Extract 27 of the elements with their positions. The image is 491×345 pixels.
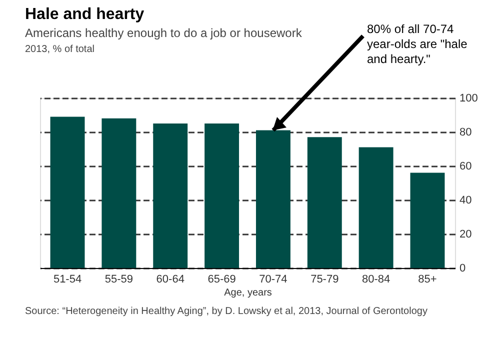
x-axis-title: Age, years [224,288,272,298]
y-tick-label: 60 [460,160,472,172]
bar [102,118,136,268]
y-tick-label: 20 [460,228,472,240]
y-tick-label: 80 [460,126,472,138]
text: 2013, % of total [25,44,94,55]
x-tick-label: 55-59 [104,274,134,286]
x-tick-label: 75-79 [310,274,339,286]
x-tick-label: 65-69 [208,274,236,286]
x-tick-label: 80-84 [362,274,390,286]
bar [204,124,240,268]
bar [358,147,394,268]
bar [410,172,445,268]
x-tick-label: 51-54 [53,274,82,286]
bar [50,116,85,268]
x-tick-label: 85+ [418,274,437,286]
source-note: Source: “Heterogeneity in Healthy Aging”, by D. Lowsky et al, 2013, Journal of Gerontology [25,306,428,317]
chart-subtitle: Americans healthy enough to do a job or housework [25,26,303,40]
chart-title: Hale and hearty [25,6,144,23]
y-tick-label: 40 [460,194,472,206]
y-tick-label: 100 [460,92,478,104]
bar [307,137,342,268]
annotation: 80% of all 70-74 year-olds are "hale and hearty." [367,22,468,66]
y-tick-label: 0 [460,262,466,274]
x-tick-label: 60-64 [156,274,184,286]
bar [153,124,188,268]
x-tick-label: 70-74 [259,274,288,286]
